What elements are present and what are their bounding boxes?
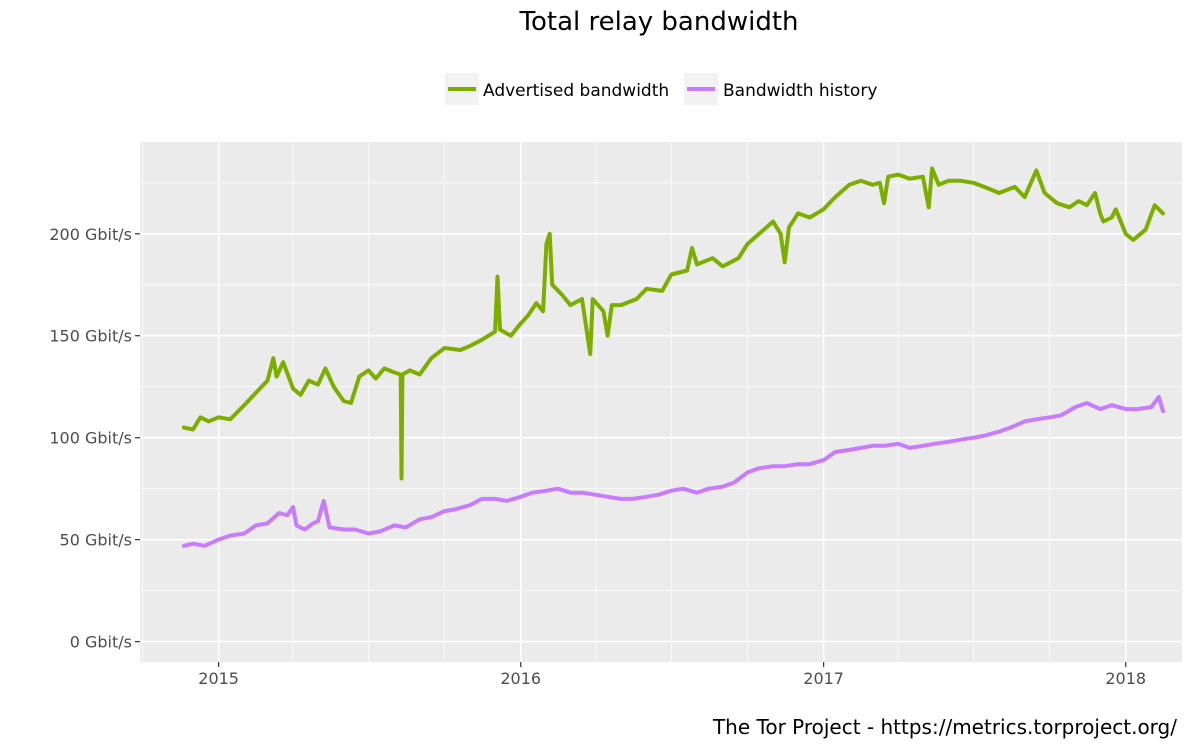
series-line-advertised xyxy=(181,166,1165,481)
y-tick-label: 100 Gbit/s xyxy=(49,429,132,448)
legend: Advertised bandwidth Bandwidth history xyxy=(445,73,877,105)
x-axis: 2015 2016 2017 2018 xyxy=(198,662,1146,688)
plot-panel xyxy=(140,142,1182,662)
legend-label-advertised: Advertised bandwidth xyxy=(483,81,669,101)
x-tick-label: 2018 xyxy=(1105,669,1146,688)
x-tick-label: 2017 xyxy=(803,669,844,688)
series-line-history xyxy=(181,394,1165,548)
grid-lines xyxy=(140,142,1182,662)
chart-title: Total relay bandwidth xyxy=(519,7,799,37)
legend-label-history: Bandwidth history xyxy=(723,81,877,101)
x-tick-label: 2016 xyxy=(500,669,541,688)
y-tick-label: 0 Gbit/s xyxy=(70,633,132,652)
x-tick-label: 2015 xyxy=(198,669,239,688)
chart-caption: The Tor Project - https://metrics.torpro… xyxy=(712,715,1177,739)
y-tick-label: 150 Gbit/s xyxy=(49,327,132,346)
y-tick-label: 50 Gbit/s xyxy=(60,531,132,550)
data-series xyxy=(181,166,1165,548)
y-axis: 0 Gbit/s 50 Gbit/s 100 Gbit/s 150 Gbit/s 200… xyxy=(49,225,140,652)
y-tick-label: 200 Gbit/s xyxy=(49,225,132,244)
